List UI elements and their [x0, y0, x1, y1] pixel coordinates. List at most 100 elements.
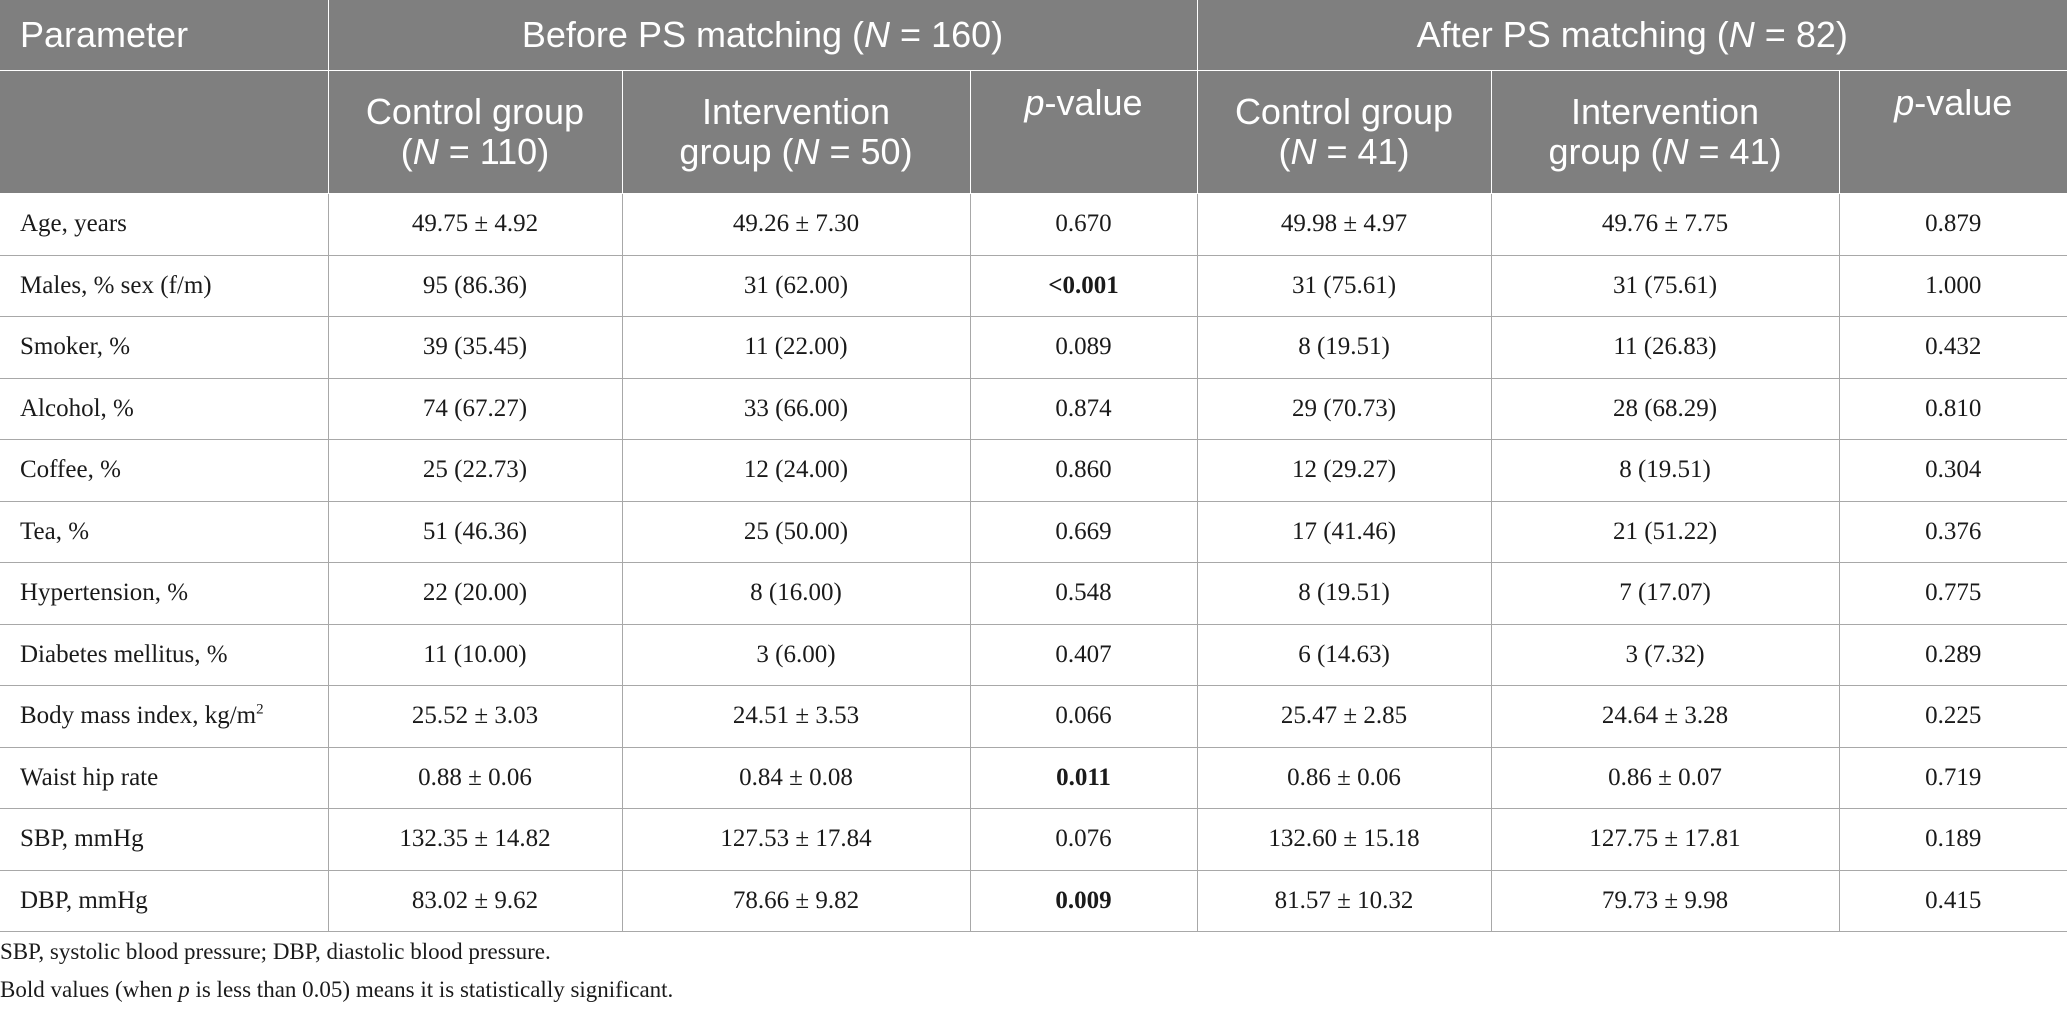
header-col-line1: Intervention	[701, 91, 891, 132]
footnote-bold-prefix: Bold values (when	[0, 977, 179, 1002]
header-before-control-group: Control group (N = 110)	[327, 70, 623, 194]
table-row: Alcohol, % 74 (67.27) 33 (66.00) 0.874 29 (7…	[0, 377, 2067, 440]
header-col-line2-n: N	[1290, 131, 1317, 172]
p-value-cell: 0.225	[1838, 685, 2067, 748]
value-cell: 8 (19.51)	[1490, 439, 1840, 502]
header-col-line2-suffix: = 50)	[819, 131, 913, 172]
value-cell: 11 (26.83)	[1490, 316, 1840, 379]
value-cell: 6 (14.63)	[1196, 623, 1492, 686]
p-value-cell: 0.415	[1838, 869, 2067, 932]
table-body: Age, years 49.75 ± 4.92 49.26 ± 7.30 0.670 4…	[0, 193, 2067, 932]
value-cell: 49.75 ± 4.92	[327, 193, 623, 256]
p-value-cell: 0.089	[969, 316, 1198, 379]
value-cell: 3 (6.00)	[621, 623, 971, 686]
row-label-cell: Body mass index, kg/m2	[0, 685, 329, 748]
header-col-line2: group (N = 50)	[623, 132, 970, 172]
value-cell: 21 (51.22)	[1490, 500, 1840, 563]
row-label-cell: Hypertension, %	[0, 562, 329, 625]
table-row: Age, years 49.75 ± 4.92 49.26 ± 7.30 0.670 4…	[0, 193, 2067, 256]
header-col-line1: Control group	[365, 91, 585, 132]
value-cell: 11 (10.00)	[327, 623, 623, 686]
value-cell: 12 (24.00)	[621, 439, 971, 502]
value-cell: 25.47 ± 2.85	[1196, 685, 1492, 748]
p-value-cell: 1.000	[1838, 254, 2067, 317]
value-cell: 51 (46.36)	[327, 500, 623, 563]
row-label-superscript: 2	[256, 701, 264, 718]
value-cell: 0.86 ± 0.06	[1196, 746, 1492, 809]
header-after-prefix: After PS matching (	[1416, 14, 1729, 55]
value-cell: 49.26 ± 7.30	[621, 193, 971, 256]
value-cell: 29 (70.73)	[1196, 377, 1492, 440]
value-cell: 8 (16.00)	[621, 562, 971, 625]
value-cell: 3 (7.32)	[1490, 623, 1840, 686]
value-cell: 31 (75.61)	[1490, 254, 1840, 317]
p-value-cell: 0.432	[1838, 316, 2067, 379]
p-value-cell: 0.304	[1838, 439, 2067, 502]
header-col-line2-n: N	[412, 131, 439, 172]
header-col-line2-prefix: group (	[1548, 131, 1663, 172]
value-cell: 24.64 ± 3.28	[1490, 685, 1840, 748]
row-label: DBP, mmHg	[20, 886, 148, 914]
value-cell: 31 (75.61)	[1196, 254, 1492, 317]
row-label: SBP, mmHg	[20, 825, 144, 853]
p-value-cell: 0.376	[1838, 500, 2067, 563]
value-cell: 78.66 ± 9.82	[621, 869, 971, 932]
value-cell: 8 (19.51)	[1196, 562, 1492, 625]
row-label-cell: Smoker, %	[0, 316, 329, 379]
value-cell: 127.53 ± 17.84	[621, 808, 971, 871]
value-cell: 132.60 ± 15.18	[1196, 808, 1492, 871]
row-label: Waist hip rate	[20, 763, 159, 791]
header-before-p-value: p-value	[969, 70, 1198, 194]
row-label-cell: SBP, mmHg	[0, 808, 329, 871]
footnote-bold-values: Bold values (when p is less than 0.05) m…	[0, 971, 673, 1009]
row-label: Smoker, %	[20, 333, 131, 361]
value-cell: 83.02 ± 9.62	[327, 869, 623, 932]
value-cell: 24.51 ± 3.53	[621, 685, 971, 748]
table-header: Parameter Before PS matching (N = 160) A…	[0, 0, 2067, 194]
value-cell: 95 (86.36)	[327, 254, 623, 317]
row-label-cell: Waist hip rate	[0, 746, 329, 809]
header-col-line2-suffix: = 41)	[1316, 131, 1410, 172]
header-col-line1: Control group	[1234, 91, 1454, 132]
row-label-cell: Diabetes mellitus, %	[0, 623, 329, 686]
value-cell: 12 (29.27)	[1196, 439, 1492, 502]
value-cell: 33 (66.00)	[621, 377, 971, 440]
value-cell: 25 (22.73)	[327, 439, 623, 502]
header-after-n: N	[1728, 14, 1755, 55]
table-row: DBP, mmHg 83.02 ± 9.62 78.66 ± 9.82 0.009 81…	[0, 869, 2067, 932]
value-cell: 28 (68.29)	[1490, 377, 1840, 440]
header-col-line2-prefix: group (	[679, 131, 794, 172]
table-row: Coffee, % 25 (22.73) 12 (24.00) 0.860 12 (29…	[0, 439, 2067, 502]
value-cell: 0.86 ± 0.07	[1490, 746, 1840, 809]
header-p-italic: p	[1024, 82, 1045, 123]
header-after-p-value: p-value	[1838, 70, 2067, 194]
header-row-groups: Parameter Before PS matching (N = 160) A…	[0, 0, 2067, 71]
row-label: Alcohol, %	[20, 394, 134, 422]
value-cell: 31 (62.00)	[621, 254, 971, 317]
header-col-line2-suffix: = 41)	[1688, 131, 1782, 172]
header-empty-cell	[0, 70, 329, 194]
p-value-cell: 0.860	[969, 439, 1198, 502]
value-cell: 11 (22.00)	[621, 316, 971, 379]
p-value-cell: 0.874	[969, 377, 1198, 440]
footnote-bold-suffix: is less than 0.05) means it is statistic…	[189, 977, 674, 1002]
p-value-cell: 0.066	[969, 685, 1198, 748]
value-cell: 22 (20.00)	[327, 562, 623, 625]
table-footnotes: SBP, systolic blood pressure; DBP, diast…	[0, 933, 673, 1009]
p-value-cell: 0.011	[969, 746, 1198, 809]
table-row: SBP, mmHg 132.35 ± 14.82 127.53 ± 17.84 0.0…	[0, 808, 2067, 871]
row-label-cell: DBP, mmHg	[0, 869, 329, 932]
value-cell: 74 (67.27)	[327, 377, 623, 440]
value-cell: 7 (17.07)	[1490, 562, 1840, 625]
header-row-subcolumns: Control group (N = 110) Intervention gro…	[0, 70, 2067, 194]
value-cell: 17 (41.46)	[1196, 500, 1492, 563]
p-value-cell: 0.189	[1838, 808, 2067, 871]
header-p-italic: p	[1894, 82, 1915, 123]
table-row: Diabetes mellitus, % 11 (10.00) 3 (6.00) 0.…	[0, 623, 2067, 686]
row-label: Body mass index, kg/m	[20, 702, 257, 730]
p-value-cell: 0.719	[1838, 746, 2067, 809]
footnote-bold-p: p	[178, 977, 190, 1002]
header-after-ps-matching: After PS matching (N = 82)	[1196, 0, 2067, 71]
header-col-line1: Intervention	[1570, 91, 1760, 132]
header-col-line2-n: N	[793, 131, 820, 172]
